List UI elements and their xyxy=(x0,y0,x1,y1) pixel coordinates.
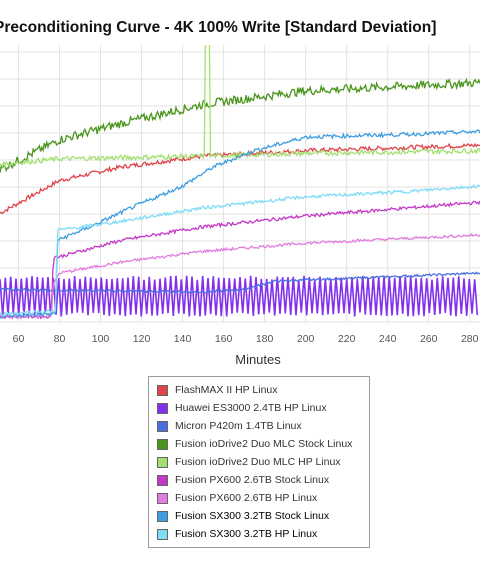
legend-swatch xyxy=(157,510,168,522)
legend-item[interactable]: Huawei ES3000 2.4TB HP Linux xyxy=(157,399,369,417)
legend-swatch xyxy=(157,492,168,504)
series-line-9 xyxy=(0,184,480,316)
legend-label: Micron P420m 1.4TB Linux xyxy=(175,420,302,432)
series-line-7 xyxy=(0,232,480,319)
legend-label: FlashMAX II HP Linux xyxy=(175,384,278,396)
legend-swatch xyxy=(157,438,168,450)
legend-item[interactable]: Micron P420m 1.4TB Linux xyxy=(157,417,369,435)
x-tick-label: 120 xyxy=(133,333,151,345)
legend-swatch xyxy=(157,420,168,432)
x-tick-label: 200 xyxy=(297,333,315,345)
series-line-8 xyxy=(0,129,480,320)
legend-swatch xyxy=(157,384,168,396)
series-line-6 xyxy=(0,200,480,320)
legend-label: Fusion ioDrive2 Duo MLC Stock Linux xyxy=(175,438,353,450)
x-tick-label: 280 xyxy=(461,333,479,345)
legend-item[interactable]: Fusion ioDrive2 Duo MLC HP Linux xyxy=(157,453,369,471)
legend-label: Fusion PX600 2.6TB HP Linux xyxy=(175,492,318,504)
legend-item[interactable]: FlashMAX II HP Linux xyxy=(157,381,369,399)
legend-item[interactable]: Fusion SX300 3.2TB Stock Linux xyxy=(157,507,369,525)
x-tick-label: 140 xyxy=(174,333,192,345)
legend: FlashMAX II HP Linux Huawei ES3000 2.4TB … xyxy=(148,376,370,548)
series-line-3 xyxy=(0,271,480,294)
legend-label: Fusion SX300 3.2TB HP Linux xyxy=(175,528,318,540)
x-tick-label: 100 xyxy=(92,333,110,345)
plot-area: 60 80 100 120 140 160 180 200 220 240 260 280 Minute… xyxy=(0,45,480,367)
legend-label: Fusion PX600 2.6TB Stock Linux xyxy=(175,474,330,486)
legend-swatch xyxy=(157,402,168,414)
legend-item[interactable]: Fusion ioDrive2 Duo MLC Stock Linux xyxy=(157,435,369,453)
legend-swatch xyxy=(157,456,168,468)
legend-item[interactable]: Fusion PX600 2.6TB HP Linux xyxy=(157,489,369,507)
series-line-5 xyxy=(0,45,480,169)
legend-swatch xyxy=(157,474,168,486)
legend-swatch xyxy=(157,528,168,540)
series-line-4 xyxy=(0,77,480,173)
x-tick-label: 260 xyxy=(420,333,438,345)
series-line-2 xyxy=(0,275,479,317)
series-line-1 xyxy=(0,142,480,215)
x-tick-label: 180 xyxy=(256,333,274,345)
legend-item[interactable]: Fusion PX600 2.6TB Stock Linux xyxy=(157,471,369,489)
legend-label: Fusion SX300 3.2TB Stock Linux xyxy=(175,510,330,522)
x-tick-label: 80 xyxy=(54,333,66,345)
x-axis-label: Minutes xyxy=(235,352,281,367)
x-tick-label: 160 xyxy=(215,333,233,345)
legend-label: Huawei ES3000 2.4TB HP Linux xyxy=(175,402,327,414)
x-tick-label: 240 xyxy=(379,333,397,345)
legend-label: Fusion ioDrive2 Duo MLC HP Linux xyxy=(175,456,341,468)
legend-item[interactable]: Fusion SX300 3.2TB HP Linux xyxy=(157,525,369,543)
x-tick-label: 220 xyxy=(338,333,356,345)
x-tick-label: 60 xyxy=(13,333,25,345)
chart-title: Preconditioning Curve - 4K 100% Write [S… xyxy=(0,19,437,36)
